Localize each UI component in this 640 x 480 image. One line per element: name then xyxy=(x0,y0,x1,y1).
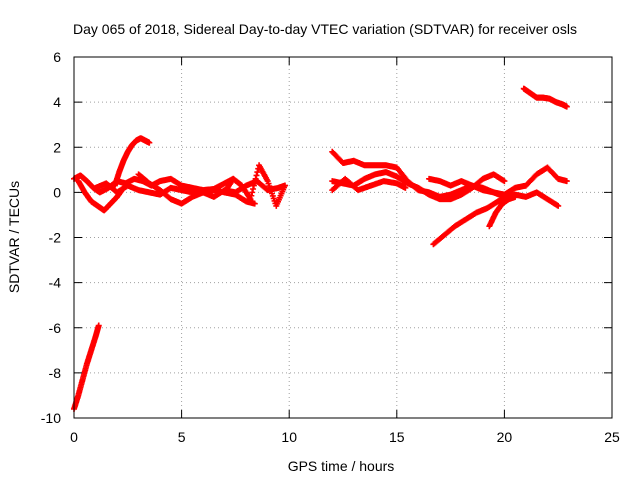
data-series xyxy=(520,85,570,110)
y-tick-label: -2 xyxy=(49,230,62,246)
data-point xyxy=(249,189,256,196)
data-point xyxy=(247,196,254,203)
data-series xyxy=(135,171,258,207)
data-series xyxy=(329,175,409,194)
ticks: 0 5 10 15 20 25 -10 -8 -6 -4 -2 0 2 4 6 xyxy=(41,49,620,445)
data-point xyxy=(95,322,102,329)
chart-title: Day 065 of 2018, Sidereal Day-to-day VTE… xyxy=(73,21,577,37)
y-tick-label: 2 xyxy=(53,139,61,155)
data-point xyxy=(501,178,508,185)
x-tick-label: 25 xyxy=(604,429,620,445)
data-series xyxy=(486,193,519,230)
y-tick-label: -4 xyxy=(49,275,62,291)
y-tick-label: 0 xyxy=(53,184,61,200)
data-point xyxy=(251,200,258,207)
data-point xyxy=(281,182,288,189)
x-tick-label: 10 xyxy=(281,429,297,445)
data-series xyxy=(71,322,102,412)
data-point xyxy=(512,193,519,200)
x-tick-label: 0 xyxy=(70,429,78,445)
data-point xyxy=(555,202,562,209)
x-tick-label: 15 xyxy=(389,429,405,445)
x-axis-label: GPS time / hours xyxy=(288,458,395,474)
data-point xyxy=(250,182,257,189)
y-tick-label: -6 xyxy=(49,320,62,336)
grid xyxy=(74,57,612,418)
data-point xyxy=(402,184,409,191)
y-tick-label: -10 xyxy=(41,410,61,426)
data-point xyxy=(250,185,257,192)
data-point xyxy=(248,192,255,199)
data-point xyxy=(563,103,570,110)
data-point xyxy=(252,175,259,182)
y-tick-label: -8 xyxy=(49,365,62,381)
y-tick-label: 4 xyxy=(53,94,61,110)
y-tick-label: 6 xyxy=(53,49,61,65)
data-layer xyxy=(71,85,570,412)
data-point xyxy=(254,169,261,176)
x-tick-label: 5 xyxy=(178,429,186,445)
data-series xyxy=(221,162,288,209)
data-point xyxy=(563,178,570,185)
data-point xyxy=(251,179,258,186)
data-point xyxy=(146,139,153,146)
data-series xyxy=(111,135,153,189)
y-axis-label: SDTVAR / TECUs xyxy=(6,181,22,293)
data-series xyxy=(75,178,127,214)
data-point xyxy=(253,172,260,179)
x-tick-label: 20 xyxy=(497,429,513,445)
